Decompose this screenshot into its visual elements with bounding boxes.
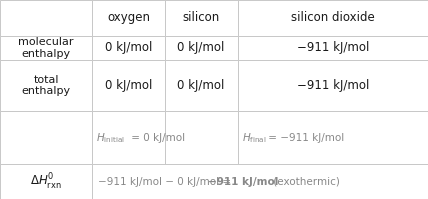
Text: $H_\mathregular{final}$: $H_\mathregular{final}$ <box>242 131 267 145</box>
Text: −911 kJ/mol: −911 kJ/mol <box>297 41 369 54</box>
Bar <box>165 164 238 199</box>
Bar <box>238 164 428 199</box>
Text: $\Delta H^0_\mathregular{rxn}$: $\Delta H^0_\mathregular{rxn}$ <box>30 172 62 192</box>
Text: $H_\mathregular{initial}$: $H_\mathregular{initial}$ <box>96 131 125 145</box>
Bar <box>92 111 165 164</box>
Bar <box>165 111 238 164</box>
Text: 0 kJ/mol: 0 kJ/mol <box>105 41 152 54</box>
Bar <box>165 36 238 60</box>
Text: 0 kJ/mol: 0 kJ/mol <box>105 79 152 92</box>
Bar <box>165 60 238 111</box>
Bar <box>0 164 92 199</box>
Bar <box>92 60 165 111</box>
Bar <box>0 111 92 164</box>
Bar <box>238 0 428 36</box>
Text: 0 kJ/mol: 0 kJ/mol <box>178 41 225 54</box>
Text: −911 kJ/mol: −911 kJ/mol <box>208 177 278 187</box>
Bar <box>0 60 92 111</box>
Bar <box>92 164 428 199</box>
Bar <box>238 36 428 60</box>
Text: (exothermic): (exothermic) <box>270 177 339 187</box>
Bar <box>165 0 238 36</box>
Bar <box>238 111 428 164</box>
Text: silicon: silicon <box>182 11 220 24</box>
Text: total
enthalpy: total enthalpy <box>21 75 71 96</box>
Text: = −911 kJ/mol: = −911 kJ/mol <box>265 133 345 143</box>
Text: −911 kJ/mol: −911 kJ/mol <box>297 79 369 92</box>
Text: 0 kJ/mol: 0 kJ/mol <box>178 79 225 92</box>
Text: silicon dioxide: silicon dioxide <box>291 11 374 24</box>
Bar <box>0 0 92 36</box>
Bar <box>92 0 165 36</box>
Bar <box>0 36 92 60</box>
Text: = 0 kJ/mol: = 0 kJ/mol <box>128 133 185 143</box>
Text: oxygen: oxygen <box>107 11 150 24</box>
Bar <box>92 36 165 60</box>
Bar <box>92 164 165 199</box>
Text: −911 kJ/mol − 0 kJ/mol =: −911 kJ/mol − 0 kJ/mol = <box>98 177 235 187</box>
Text: molecular
enthalpy: molecular enthalpy <box>18 37 74 59</box>
Bar <box>238 60 428 111</box>
